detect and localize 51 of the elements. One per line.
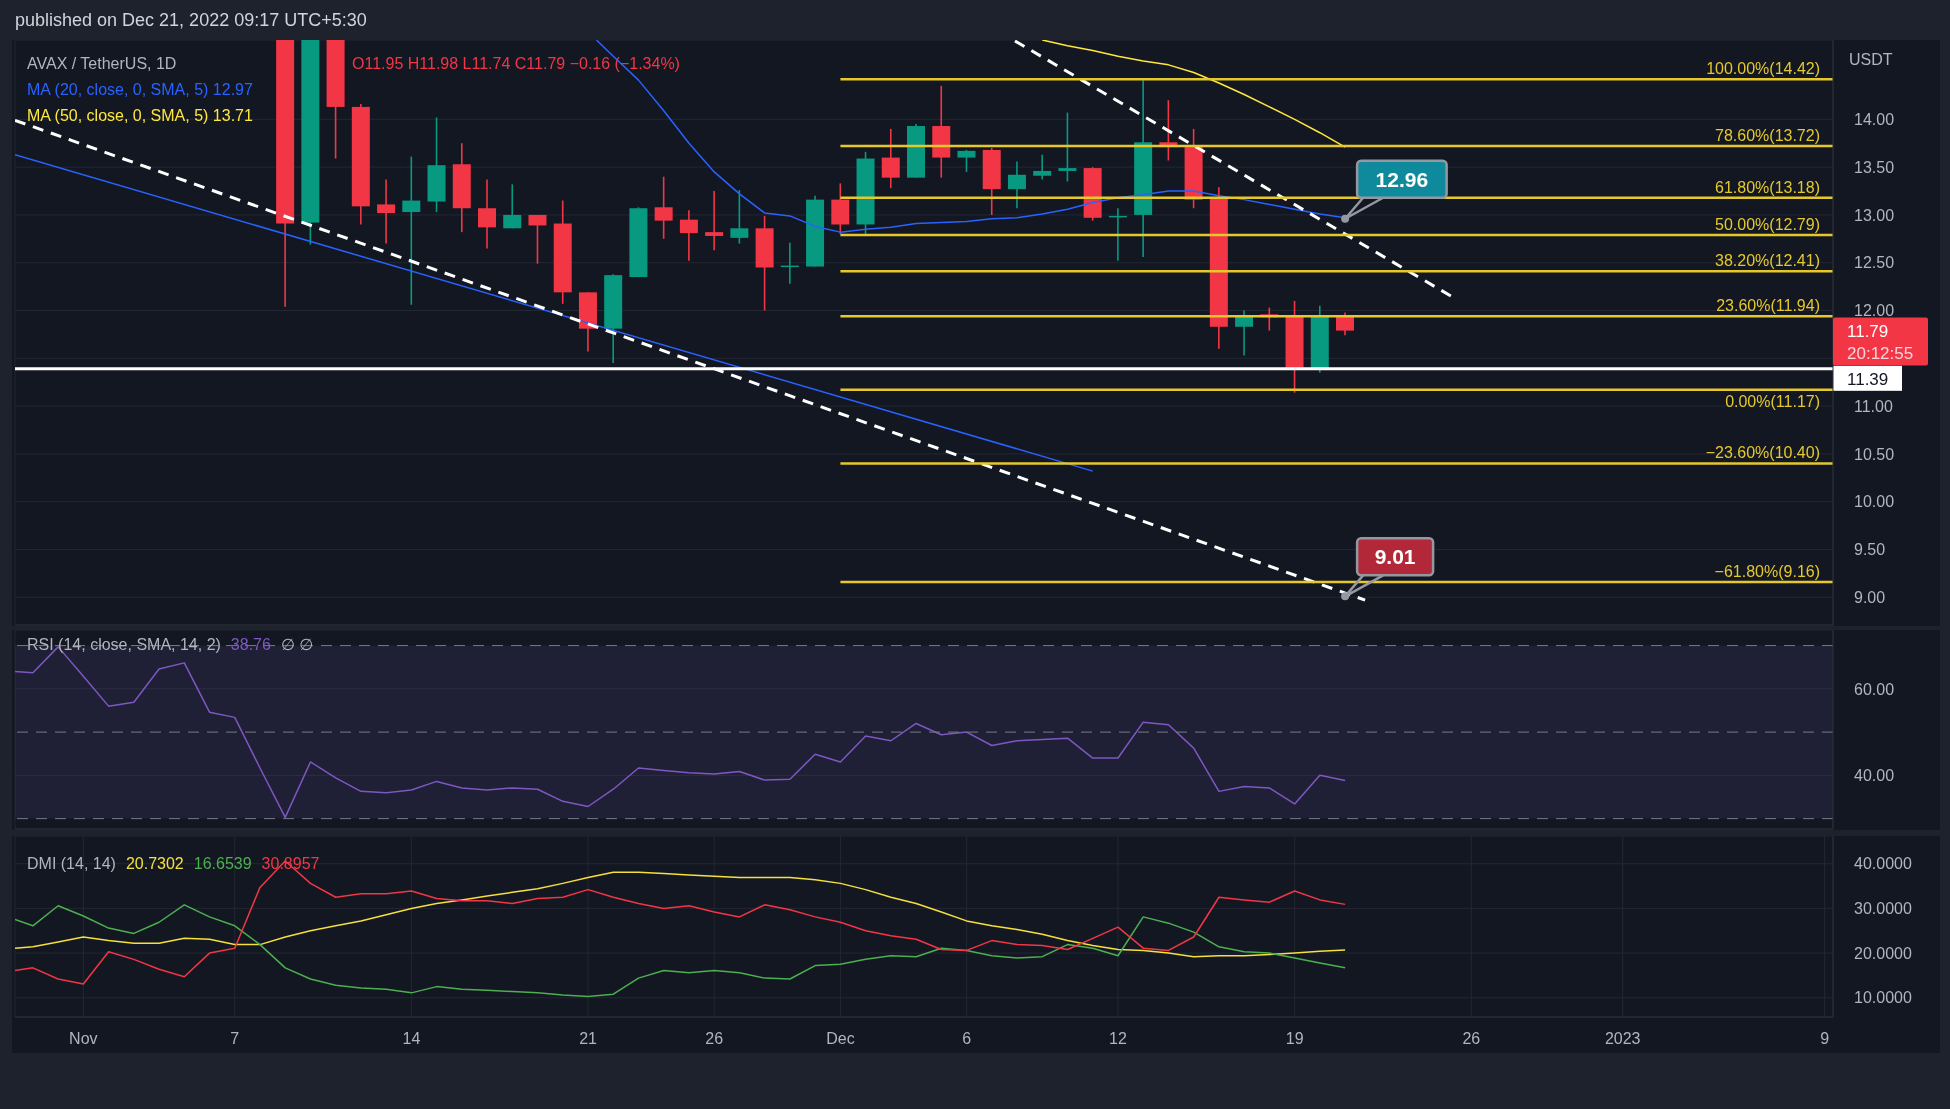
text: 20:12:55 [1847, 343, 1914, 363]
text: 11.79 [1847, 321, 1889, 341]
ref-line-label: 11.39 [1847, 369, 1889, 389]
y-tick-label: 9.00 [1854, 588, 1886, 606]
y-tick-label: 60.00 [1854, 680, 1895, 698]
x-tick-label: 2023 [1604, 1030, 1641, 1048]
series-label: −23.60%(10.40) [1705, 444, 1820, 462]
y-tick-label: 13.50 [1854, 158, 1895, 176]
series-label: 50.00%(12.79) [1715, 216, 1820, 233]
series-label: 78.60%(13.72) [1715, 127, 1820, 145]
x-tick-label: Nov [69, 1030, 98, 1048]
y-tick-label: 30.0000 [1854, 900, 1912, 918]
x-tick-label: 26 [1462, 1030, 1481, 1048]
text: DMI (14, 14) [27, 855, 116, 872]
text: 16.6539 [193, 855, 252, 872]
x-tick-label: Dec [826, 1030, 855, 1048]
series-label: 100.00%(14.42) [1706, 60, 1820, 78]
x-tick-label: 21 [579, 1030, 598, 1048]
text: 38.76 [230, 636, 271, 653]
annotation: 12.96 [1375, 167, 1429, 191]
x-tick-label: 7 [230, 1030, 240, 1048]
series-label: 38.20%(12.41) [1715, 252, 1820, 270]
text: MA (50, close, 0, SMA, 5) 13.71 [27, 106, 253, 126]
x-tick-label: 6 [962, 1030, 972, 1048]
series-label: −61.80%(9.16) [1714, 562, 1820, 580]
series-label: 23.60%(11.94) [1716, 297, 1820, 315]
series-label: 0.00%(11.17) [1725, 392, 1820, 410]
annotation: 9.01 [1374, 545, 1416, 569]
text: published on Dec 21, 2022 09:17 UTC+5:30 [15, 10, 367, 31]
y-tick-label: 12.00 [1854, 302, 1895, 320]
x-tick-label: 12 [1109, 1030, 1127, 1048]
y-tick-label: 9.50 [1854, 541, 1886, 559]
y-tick-label: 10.00 [1854, 493, 1895, 511]
y-tick-label: 40.00 [1854, 767, 1895, 785]
y-tick-label: 11.00 [1854, 397, 1893, 415]
y-axis-title: USDT [1849, 51, 1893, 69]
series-label: 61.80%(13.18) [1715, 178, 1820, 196]
text: 20.7302 [125, 855, 184, 872]
y-tick-label: 20.0000 [1854, 944, 1912, 962]
x-tick-label: 14 [402, 1030, 421, 1048]
x-tick-label: 9 [1820, 1030, 1830, 1048]
x-tick-label: 19 [1285, 1030, 1304, 1048]
x-tick-label: 26 [705, 1030, 724, 1048]
text: MA (20, close, 0, SMA, 5) 12.97 [27, 80, 253, 100]
y-tick-label: 14.00 [1854, 111, 1895, 129]
y-tick-label: 12.50 [1854, 254, 1895, 272]
y-tick-label: 13.00 [1854, 206, 1895, 224]
text: AVAX / TetherUS, 1D [27, 55, 177, 72]
y-tick-label: 40.0000 [1854, 855, 1912, 873]
y-tick-label: 10.0000 [1854, 989, 1912, 1007]
y-tick-label: 10.50 [1854, 445, 1895, 463]
